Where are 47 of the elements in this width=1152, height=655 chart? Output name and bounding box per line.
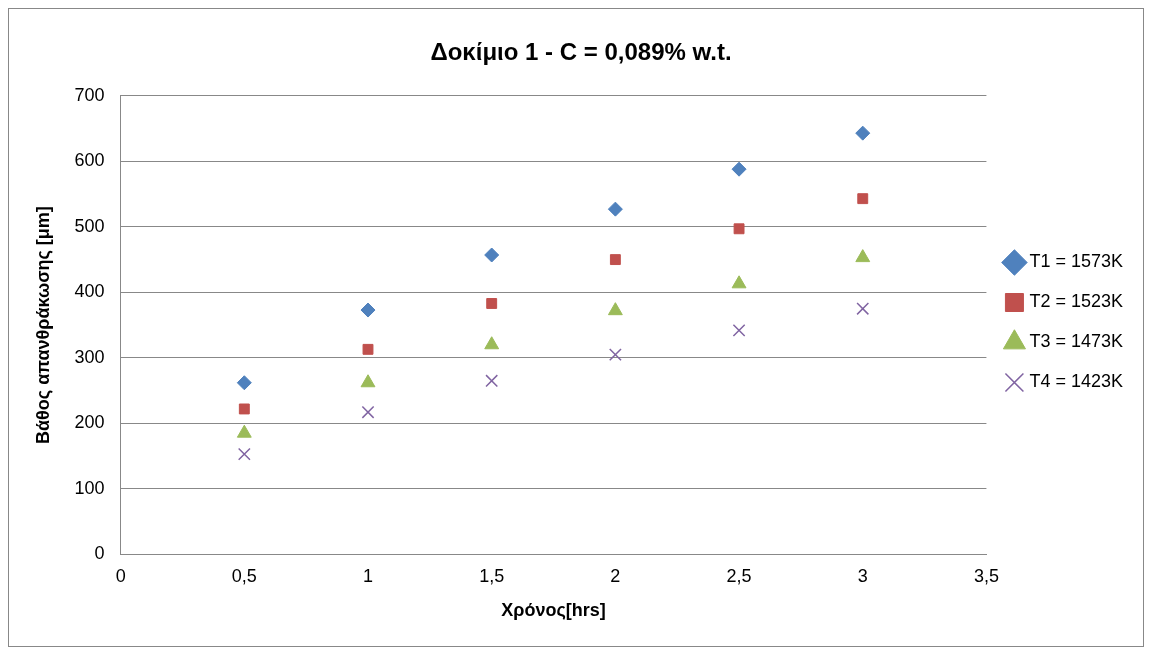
point [360,302,376,318]
x-axis-title: Χρόνος[hrs] [501,600,606,621]
point [857,193,869,205]
point [733,223,745,235]
point [236,424,252,438]
point [484,247,500,263]
chart-title: Δοκίμιο 1 - C = 0,089% w.t. [430,38,732,66]
point [855,249,871,263]
point [361,405,375,419]
point [360,374,376,388]
point [485,374,499,388]
point [731,275,747,289]
point [236,375,252,391]
y-tick-label: 400 [74,281,105,302]
point [362,343,374,355]
legend-label: T1 = 1573K [1029,251,1124,272]
point [608,348,622,361]
legend-label: T2 = 1523K [1029,291,1124,312]
x-tick-label: 1 [363,566,374,587]
point [486,298,498,309]
x-tick-label: 1,5 [479,566,505,587]
x-tick-label: 3 [857,566,868,587]
point [732,323,746,337]
point [607,302,623,316]
legend-label: T4 = 1423K [1029,371,1124,392]
point [237,447,251,461]
y-tick-label: 700 [74,84,105,105]
x-tick-label: 3,5 [973,566,999,587]
point [484,336,500,350]
y-axis-title: Βάθος απανθράκωσης [μm] [32,206,53,445]
x-tick-label: 2,5 [726,566,752,587]
y-tick-label: 200 [74,412,105,433]
point [856,302,870,316]
point [238,403,250,415]
y-tick-label: 0 [94,543,105,564]
point [731,161,747,177]
x-tick-label: 0,5 [231,566,257,587]
y-tick-label: 100 [74,477,105,498]
x-tick-label: 2 [610,566,621,587]
point [607,201,623,217]
point [855,125,871,141]
y-tick-label: 300 [74,346,105,367]
point [609,254,621,266]
x-tick-label: 0 [115,566,126,587]
y-tick-label: 600 [74,150,105,171]
legend-label: T3 = 1473K [1029,331,1124,352]
y-tick-label: 500 [74,215,105,236]
